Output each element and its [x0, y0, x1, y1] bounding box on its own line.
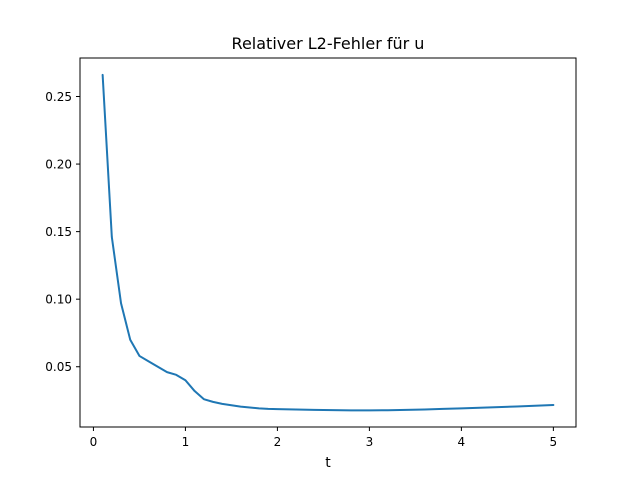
x-tick-label: 4 [458, 435, 466, 449]
x-axis-label: t [325, 455, 331, 471]
y-tick-label: 0.10 [45, 293, 72, 307]
series-line [101, 73, 555, 412]
x-tick-label: 0 [90, 435, 98, 449]
plot-area [80, 58, 576, 427]
chart-title: Relativer L2-Fehler für u [232, 34, 425, 53]
y-tick-label: 0.05 [45, 360, 72, 374]
x-tick-label: 3 [366, 435, 374, 449]
y-tick-label: 0.15 [45, 225, 72, 239]
y-tick-label: 0.20 [45, 158, 72, 172]
y-tick-label: 0.25 [45, 90, 72, 104]
x-axis-ticks: 0 1 2 3 4 5 [90, 427, 558, 449]
plot-frame [79, 57, 577, 428]
x-tick-label: 2 [274, 435, 282, 449]
y-axis-ticks: 0.05 0.10 0.15 0.20 0.25 [45, 90, 80, 374]
x-tick-label: 5 [550, 435, 558, 449]
x-tick-label: 1 [182, 435, 190, 449]
